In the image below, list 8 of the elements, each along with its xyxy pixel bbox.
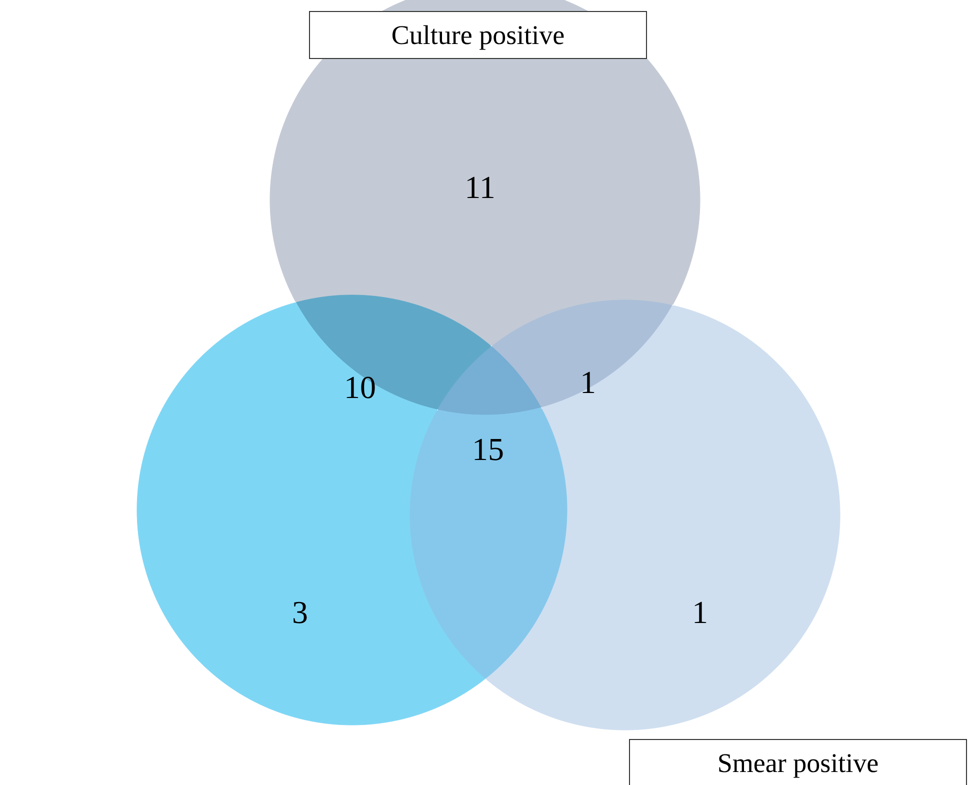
- data-label: 1: [692, 594, 708, 630]
- data-label: 11: [464, 169, 496, 205]
- text: Culture positive: [391, 20, 565, 50]
- data-label: 3: [292, 594, 308, 630]
- text: Smear positive: [717, 748, 879, 778]
- data-label: 15: [472, 431, 504, 467]
- data-label: 1: [580, 364, 596, 400]
- data-label: 10: [344, 369, 376, 405]
